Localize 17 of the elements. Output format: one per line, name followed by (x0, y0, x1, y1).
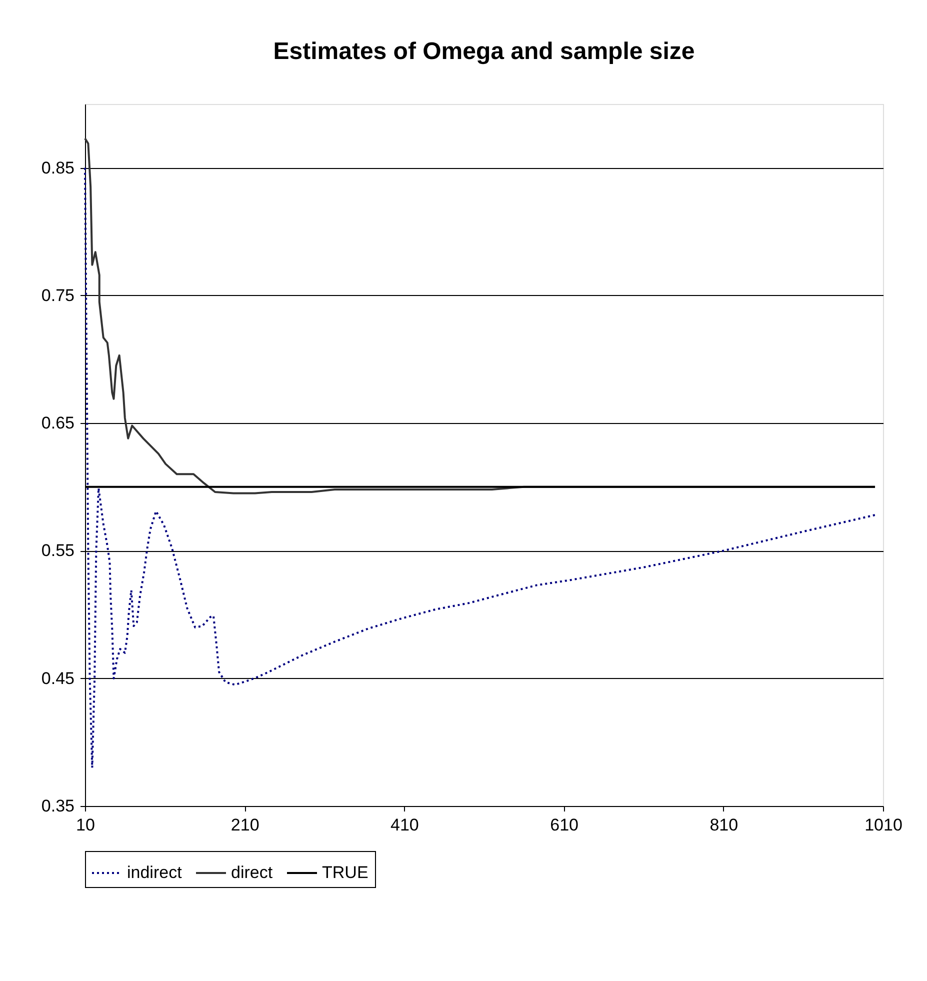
y-tick-label: 0.75 (41, 286, 74, 305)
chart-title: Estimates of Omega and sample size (273, 38, 695, 65)
x-tick-label: 610 (550, 816, 578, 834)
y-tick-label: 0.65 (41, 414, 74, 433)
legend-label: indirect (127, 863, 182, 882)
legend-label: direct (231, 863, 273, 882)
x-tick-label: 1010 (864, 816, 902, 834)
x-tick-label: 810 (710, 816, 738, 834)
y-tick-label: 0.85 (41, 158, 74, 178)
y-tick-label: 0.45 (41, 668, 74, 688)
line-series (84, 166, 876, 769)
y-tick-label: 0.55 (41, 541, 74, 560)
y-tick-label: 0.35 (41, 796, 74, 816)
legend-label: TRUE (322, 863, 368, 882)
x-tick-label: 10 (76, 816, 95, 834)
x-tick-label: 210 (230, 816, 260, 834)
x-tick-label: 410 (390, 816, 419, 834)
